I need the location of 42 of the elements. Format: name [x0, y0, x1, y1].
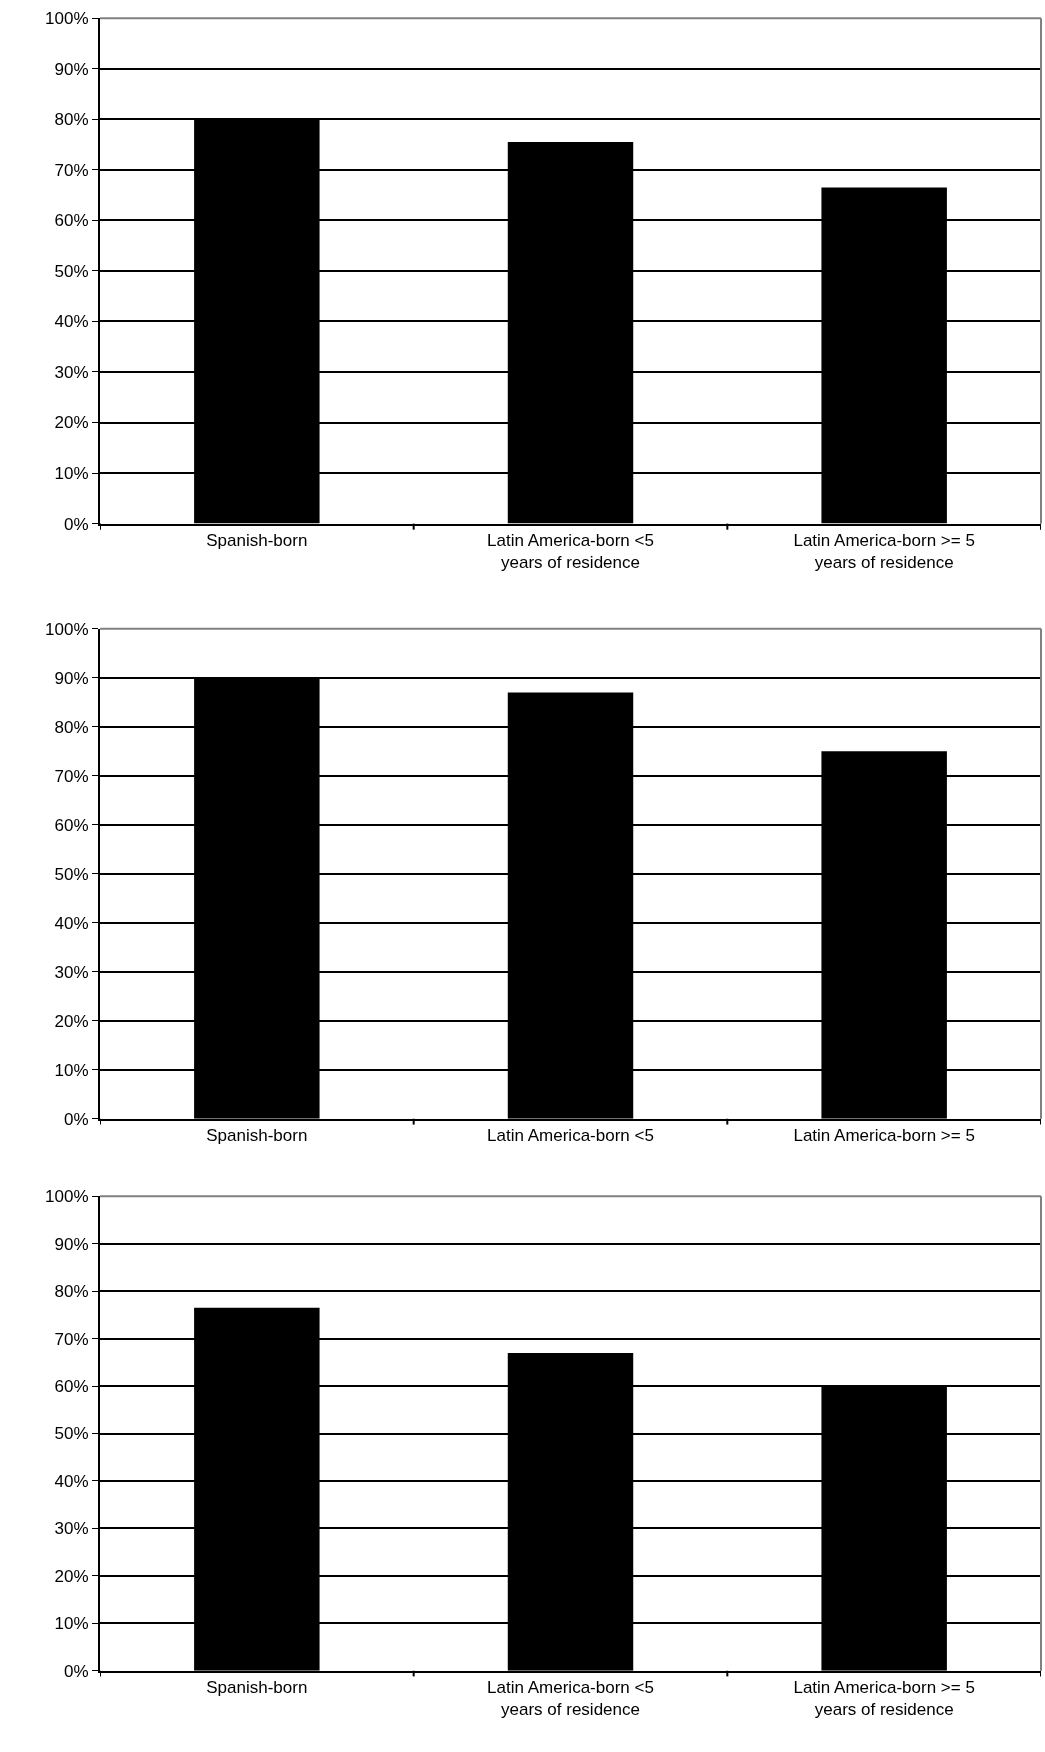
- y-tick-label: 20%: [54, 413, 89, 433]
- y-tick-label: 10%: [54, 1614, 89, 1634]
- x-tick-label: Latin America-born <5: [487, 1126, 654, 1146]
- x-tick-label: Latin America-born >= 5 years of residence: [793, 531, 975, 573]
- y-tick-label: 60%: [54, 815, 89, 835]
- y-tick-label: 20%: [54, 1566, 89, 1586]
- y-tick-label: 100%: [45, 619, 89, 639]
- x-tick-label: Latin America-born >= 5: [793, 1126, 975, 1146]
- y-tick-label: 10%: [54, 464, 89, 484]
- x-tick-label: Spanish-born: [206, 531, 308, 550]
- y-tick-label: 90%: [54, 59, 89, 79]
- y-tick-label: 40%: [54, 312, 89, 332]
- x-tick-label: Latin America-born <5 years of residence: [487, 531, 654, 573]
- y-tick-label: 90%: [54, 1234, 89, 1254]
- x-tick-label: Spanish-born: [206, 1678, 308, 1698]
- y-tick-label: 50%: [54, 864, 89, 884]
- y-tick-label: 0%: [64, 1661, 89, 1681]
- y-tick-label: 40%: [54, 1471, 89, 1491]
- y-tick-label: 100%: [45, 1187, 89, 1207]
- y-tick-label: 20%: [54, 1011, 89, 1031]
- y-tick-label: 0%: [64, 514, 89, 534]
- y-tick-label: 30%: [54, 962, 89, 982]
- x-tick-label: Latin America-born <5 years of residence: [487, 1678, 654, 1720]
- y-tick-label: 60%: [54, 1377, 89, 1397]
- y-tick-label: 80%: [54, 1282, 89, 1302]
- y-tick-label: 100%: [45, 9, 89, 29]
- y-tick-label: 80%: [54, 110, 89, 130]
- y-tick-label: 90%: [54, 668, 89, 688]
- y-tick-label: 70%: [54, 766, 89, 786]
- y-tick-label: 70%: [54, 160, 89, 180]
- y-tick-label: 10%: [54, 1060, 89, 1080]
- y-tick-label: 50%: [54, 261, 89, 281]
- y-tick-label: 60%: [54, 211, 89, 231]
- y-tick-label: 70%: [54, 1329, 89, 1349]
- x-tick-label: Latin America-born >= 5 years of residence: [793, 1678, 975, 1720]
- y-tick-label: 50%: [54, 1424, 89, 1444]
- y-tick-label: 30%: [54, 1519, 89, 1539]
- x-tick-label: Spanish-born: [206, 1126, 308, 1146]
- y-tick-label: 40%: [54, 913, 89, 933]
- y-tick-label: 0%: [64, 1109, 89, 1129]
- y-tick-label: 80%: [54, 717, 89, 737]
- y-tick-label: 30%: [54, 362, 89, 382]
